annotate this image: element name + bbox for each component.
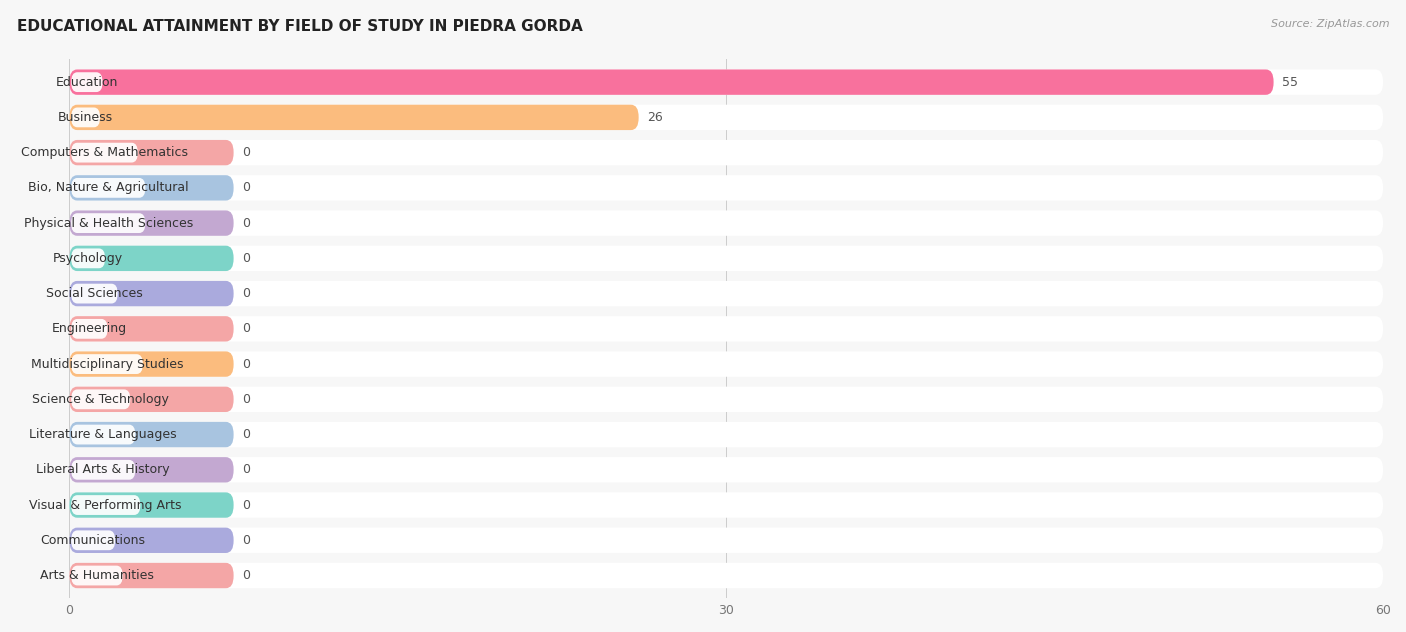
Text: Multidisciplinary Studies: Multidisciplinary Studies xyxy=(31,358,183,370)
FancyBboxPatch shape xyxy=(72,248,105,268)
FancyBboxPatch shape xyxy=(69,281,1384,307)
Text: Psychology: Psychology xyxy=(53,252,124,265)
Text: 55: 55 xyxy=(1282,76,1298,88)
FancyBboxPatch shape xyxy=(69,210,1384,236)
FancyBboxPatch shape xyxy=(69,351,1384,377)
FancyBboxPatch shape xyxy=(72,425,135,444)
FancyBboxPatch shape xyxy=(69,140,233,166)
Text: Bio, Nature & Agricultural: Bio, Nature & Agricultural xyxy=(28,181,188,195)
Text: Engineering: Engineering xyxy=(52,322,127,336)
FancyBboxPatch shape xyxy=(72,178,145,198)
Text: Source: ZipAtlas.com: Source: ZipAtlas.com xyxy=(1271,19,1389,29)
Text: 0: 0 xyxy=(242,181,250,195)
Text: 0: 0 xyxy=(242,358,250,370)
FancyBboxPatch shape xyxy=(69,528,1384,553)
Text: Science & Technology: Science & Technology xyxy=(32,393,169,406)
Text: 0: 0 xyxy=(242,569,250,582)
FancyBboxPatch shape xyxy=(72,389,131,410)
FancyBboxPatch shape xyxy=(69,281,233,307)
FancyBboxPatch shape xyxy=(69,175,1384,200)
FancyBboxPatch shape xyxy=(69,528,233,553)
FancyBboxPatch shape xyxy=(69,387,1384,412)
FancyBboxPatch shape xyxy=(72,354,143,374)
Text: 0: 0 xyxy=(242,393,250,406)
FancyBboxPatch shape xyxy=(72,107,100,127)
FancyBboxPatch shape xyxy=(72,72,103,92)
FancyBboxPatch shape xyxy=(69,492,233,518)
FancyBboxPatch shape xyxy=(69,422,233,447)
FancyBboxPatch shape xyxy=(72,143,138,162)
FancyBboxPatch shape xyxy=(72,495,141,515)
Text: Arts & Humanities: Arts & Humanities xyxy=(39,569,153,582)
Text: 0: 0 xyxy=(242,146,250,159)
Text: 0: 0 xyxy=(242,252,250,265)
Text: Liberal Arts & History: Liberal Arts & History xyxy=(37,463,170,477)
Text: Visual & Performing Arts: Visual & Performing Arts xyxy=(30,499,181,511)
Text: 0: 0 xyxy=(242,322,250,336)
Text: Physical & Health Sciences: Physical & Health Sciences xyxy=(24,217,193,229)
Text: 26: 26 xyxy=(647,111,664,124)
FancyBboxPatch shape xyxy=(69,387,233,412)
FancyBboxPatch shape xyxy=(69,492,1384,518)
Text: Business: Business xyxy=(58,111,112,124)
FancyBboxPatch shape xyxy=(72,213,145,233)
FancyBboxPatch shape xyxy=(69,351,233,377)
Text: Education: Education xyxy=(56,76,118,88)
Text: Social Sciences: Social Sciences xyxy=(46,287,143,300)
FancyBboxPatch shape xyxy=(69,457,1384,482)
Text: Communications: Communications xyxy=(41,534,146,547)
Text: 0: 0 xyxy=(242,428,250,441)
FancyBboxPatch shape xyxy=(69,246,1384,271)
FancyBboxPatch shape xyxy=(69,70,1384,95)
Text: 0: 0 xyxy=(242,534,250,547)
Text: EDUCATIONAL ATTAINMENT BY FIELD OF STUDY IN PIEDRA GORDA: EDUCATIONAL ATTAINMENT BY FIELD OF STUDY… xyxy=(17,19,582,34)
Text: 0: 0 xyxy=(242,499,250,511)
FancyBboxPatch shape xyxy=(72,460,135,480)
FancyBboxPatch shape xyxy=(69,563,1384,588)
FancyBboxPatch shape xyxy=(72,319,108,339)
FancyBboxPatch shape xyxy=(72,566,122,585)
FancyBboxPatch shape xyxy=(72,530,115,550)
FancyBboxPatch shape xyxy=(69,105,638,130)
FancyBboxPatch shape xyxy=(69,105,1384,130)
FancyBboxPatch shape xyxy=(69,210,233,236)
FancyBboxPatch shape xyxy=(69,175,233,200)
FancyBboxPatch shape xyxy=(69,316,1384,341)
Text: Literature & Languages: Literature & Languages xyxy=(30,428,177,441)
Text: Computers & Mathematics: Computers & Mathematics xyxy=(21,146,188,159)
FancyBboxPatch shape xyxy=(69,457,233,482)
FancyBboxPatch shape xyxy=(69,316,233,341)
FancyBboxPatch shape xyxy=(69,422,1384,447)
Text: 0: 0 xyxy=(242,217,250,229)
FancyBboxPatch shape xyxy=(69,70,1274,95)
Text: 0: 0 xyxy=(242,287,250,300)
FancyBboxPatch shape xyxy=(69,563,233,588)
FancyBboxPatch shape xyxy=(69,140,1384,166)
FancyBboxPatch shape xyxy=(69,246,233,271)
Text: 0: 0 xyxy=(242,463,250,477)
FancyBboxPatch shape xyxy=(72,284,118,303)
